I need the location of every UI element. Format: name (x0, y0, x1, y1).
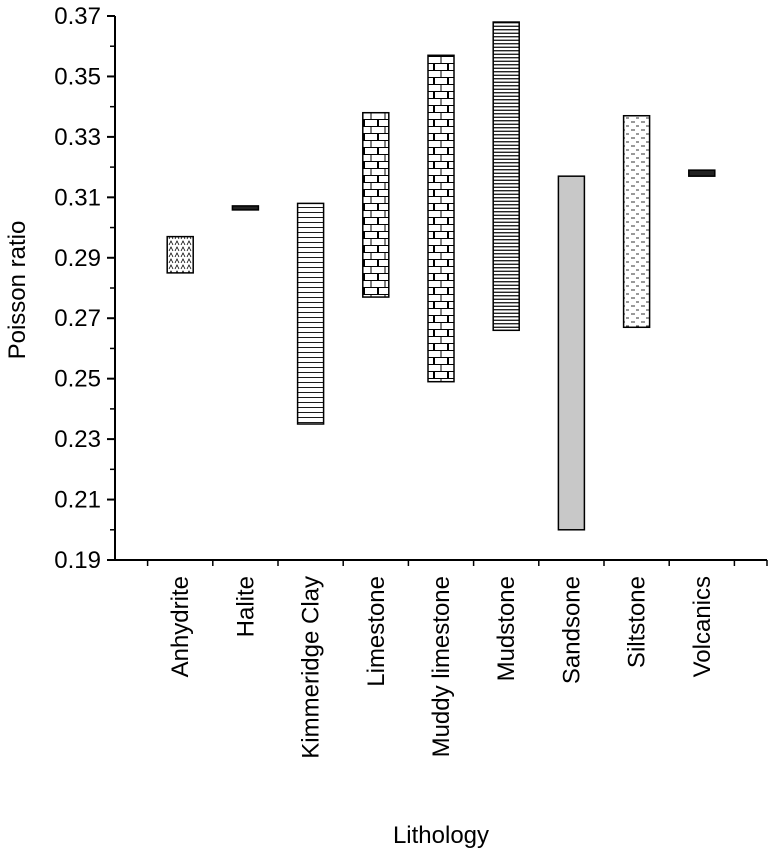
x-category-label-limestone: Limestone (363, 576, 390, 687)
y-tick-label: 0.31 (54, 184, 101, 211)
y-tick-label: 0.35 (54, 63, 101, 90)
x-category-label-kimmeridge-clay: Kimmeridge Clay (298, 576, 325, 759)
y-tick-label: 0.33 (54, 124, 101, 151)
x-category-label-anhydrite: Anhydrite (167, 576, 194, 677)
range-bars (166, 21, 716, 531)
x-category-label-sandsone: Sandsone (558, 576, 585, 684)
y-tick-label: 0.21 (54, 487, 101, 514)
x-axis-category-labels: Anhydrite Halite Kimmeridge Clay Limestone M… (167, 576, 716, 759)
range-bar-mudstone (492, 21, 520, 332)
range-bar-limestone (362, 111, 390, 298)
x-category-label-volcanics: Volcanics (689, 576, 716, 677)
y-tick-label: 0.37 (54, 3, 101, 30)
x-category-label-mudstone: Mudstone (493, 576, 520, 681)
x-axis-title: Lithology (393, 822, 489, 849)
range-bar-anhydrite (166, 235, 194, 274)
y-tick-label: 0.29 (54, 245, 101, 272)
range-bar-volcanics (688, 169, 716, 177)
range-bar-kimmeridge-clay (296, 202, 325, 425)
y-axis-title: Poisson ratio (4, 221, 31, 360)
range-bar-sandsone (557, 175, 586, 531)
y-axis-ticks: 0.19 0.21 0.23 0.25 0.27 0.29 0.31 0.33 0.35 0.37 (54, 3, 115, 574)
range-bar-siltstone (622, 114, 651, 329)
y-tick-label: 0.23 (54, 426, 101, 453)
range-bar-halite (231, 205, 260, 211)
y-tick-label: 0.19 (54, 547, 101, 574)
range-bar-muddy-limestone (427, 54, 455, 383)
y-tick-label: 0.25 (54, 366, 101, 393)
x-category-label-siltstone: Siltstone (624, 576, 651, 668)
y-tick-label: 0.27 (54, 305, 101, 332)
x-category-label-muddy-limestone: Muddy limestone (428, 576, 455, 757)
x-category-label-halite: Halite (232, 576, 259, 637)
